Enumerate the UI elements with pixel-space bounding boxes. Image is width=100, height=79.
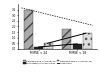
Legend: Prevalence mild CI (MMSE<24), RR of death/institutionalization, Prevalence sever: Prevalence mild CI (MMSE<24), RR of deat… xyxy=(23,60,92,65)
Bar xyxy=(73,44,82,49)
Bar xyxy=(24,10,33,49)
Bar xyxy=(34,47,43,49)
Bar xyxy=(44,43,53,49)
Bar xyxy=(83,33,92,49)
Bar xyxy=(62,29,72,49)
